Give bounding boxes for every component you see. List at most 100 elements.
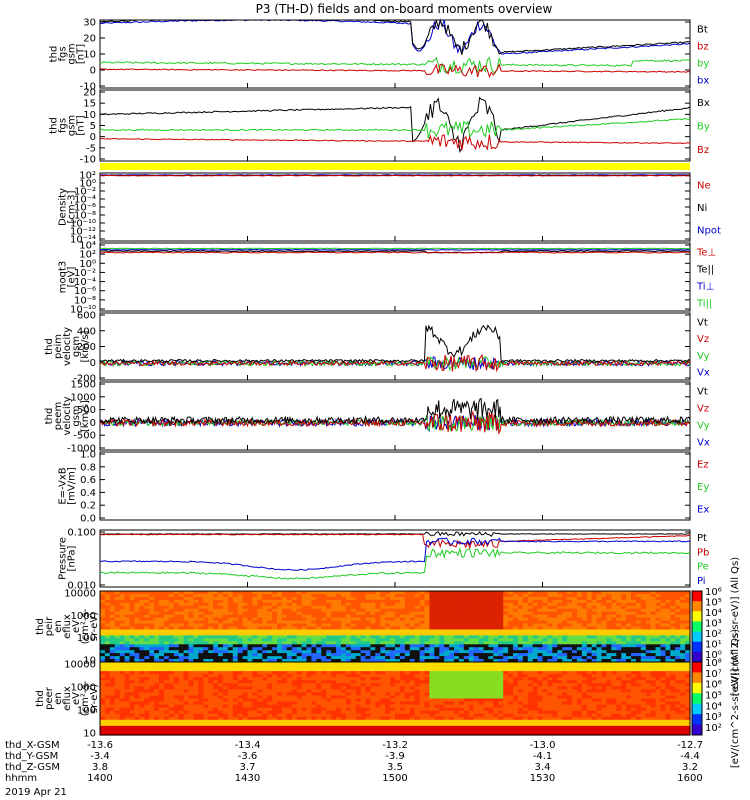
- spectrogram-cell: [631, 632, 637, 636]
- spectrogram-cell: [385, 623, 391, 628]
- spectrogram-cell: [616, 644, 622, 648]
- spectrogram-cell: [218, 701, 224, 706]
- spectrogram-cell: [660, 647, 666, 651]
- spectrogram-cell: [109, 605, 116, 610]
- spectrogram-cell: [218, 594, 224, 598]
- spectrogram-cell: [478, 608, 485, 613]
- y-axis-label: thdpeirenefluxeV(cm²-s-sr-eV): [35, 608, 100, 644]
- spectrogram-cell: [626, 644, 632, 648]
- spectrogram-cell: [567, 695, 573, 700]
- spectrogram-cell: [532, 614, 539, 619]
- spectrogram-cell: [434, 653, 440, 657]
- spectrogram-cell: [655, 614, 662, 619]
- spectrogram-cell: [581, 698, 588, 703]
- spectrogram-cell: [439, 608, 445, 613]
- spectrogram-cell: [562, 701, 568, 706]
- spectrogram-cell: [611, 638, 617, 642]
- spectrogram-cell: [380, 638, 386, 642]
- spectrogram-cell: [547, 632, 553, 636]
- spectrogram-cell: [640, 599, 647, 604]
- spectrogram-cell: [350, 626, 357, 631]
- spectrogram-cell: [100, 638, 106, 642]
- spectrogram-cell: [419, 668, 426, 672]
- spectrogram-cell: [552, 641, 558, 645]
- spectrogram-cell: [291, 662, 298, 666]
- spectrogram-cell: [409, 626, 416, 631]
- spectrogram-cell: [488, 605, 494, 610]
- spectrogram-cell: [488, 662, 494, 666]
- spectrogram-cell: [675, 677, 681, 681]
- spectrogram-cell: [414, 647, 421, 651]
- spectrogram-cell: [572, 632, 578, 636]
- spectrogram-cell: [306, 632, 312, 636]
- spectrogram-cell: [154, 602, 160, 607]
- spectrogram-cell: [522, 674, 529, 678]
- spectrogram-cell: [262, 620, 268, 625]
- spectrogram-cell: [439, 623, 445, 628]
- spectrogram-cell: [203, 620, 209, 625]
- spectrogram-cell: [419, 698, 426, 703]
- spectrogram-cell: [340, 680, 347, 684]
- spectrogram-cell: [414, 635, 421, 639]
- spectrogram-cell: [468, 674, 475, 678]
- spectrogram-cell: [439, 662, 445, 666]
- y-axis-label: E=-VxB[mV/m]: [58, 467, 78, 505]
- spectrogram-cell: [134, 620, 140, 625]
- spectrogram-cell: [301, 659, 308, 663]
- spectrogram-cell: [296, 695, 303, 700]
- spectrogram-cell: [591, 591, 598, 595]
- trace-bx2: [99, 96, 691, 154]
- spectrogram-cell: [306, 647, 312, 651]
- spectrogram-cell: [606, 689, 612, 693]
- spectrogram-cell: [385, 617, 391, 622]
- spectrogram-cell: [483, 689, 489, 693]
- spectrogram-cell: [640, 602, 647, 607]
- spectrogram-cell: [434, 674, 440, 678]
- spectrogram-cell: [237, 650, 244, 654]
- spectrogram-cell: [537, 596, 544, 601]
- spectrogram-cell: [478, 599, 485, 604]
- spectrogram-cell: [557, 617, 563, 622]
- spectrogram-cell: [557, 644, 563, 648]
- spectrogram-cell: [596, 620, 603, 625]
- spectrogram-cell: [562, 674, 568, 678]
- spectrogram-cell: [247, 680, 253, 684]
- spectrogram-cell: [385, 594, 391, 598]
- spectrogram-cell: [340, 698, 347, 703]
- spectrogram-cell: [340, 656, 347, 660]
- y-axis-label-line: eflux: [62, 686, 73, 711]
- spectrogram-cell: [154, 686, 160, 690]
- spectrogram-cell: [596, 605, 603, 610]
- y-tick-label: 600: [77, 311, 96, 322]
- spectrogram-cell: [586, 602, 593, 607]
- spectrogram-cell: [601, 653, 607, 657]
- spectrogram-cell: [144, 698, 150, 703]
- spectrogram-cell: [537, 689, 544, 693]
- spectrogram-cell: [552, 623, 558, 628]
- spectrogram-cell: [626, 641, 632, 645]
- spectrogram-cell: [109, 641, 116, 645]
- spectrogram-cell: [680, 614, 686, 619]
- spectrogram-cell: [542, 641, 548, 645]
- spectrogram-cell: [532, 596, 539, 601]
- spectrogram-cell: [218, 665, 224, 669]
- spectrogram-cell: [532, 674, 539, 678]
- spectrogram-cell: [340, 608, 347, 613]
- spectrogram-cell: [449, 680, 455, 684]
- spectrogram-cell: [203, 668, 209, 672]
- spectrogram-cell: [429, 594, 435, 598]
- spectrogram-cell: [316, 653, 322, 657]
- spectrogram-cell: [601, 623, 607, 628]
- spectrogram-cell: [104, 656, 111, 660]
- spectrogram-cell: [522, 647, 529, 651]
- spectrogram-cell: [601, 591, 607, 595]
- spectrogram-cell: [183, 605, 190, 610]
- spectrogram-cell: [675, 647, 681, 651]
- spectrogram-cell: [183, 644, 190, 648]
- spectrogram-cell: [109, 620, 116, 625]
- spectrogram-cell: [183, 695, 190, 700]
- spectrogram-cell: [660, 686, 666, 690]
- spectrogram-cell: [635, 701, 642, 706]
- spectrogram-cell: [370, 686, 376, 690]
- spectrogram-cell: [232, 680, 239, 684]
